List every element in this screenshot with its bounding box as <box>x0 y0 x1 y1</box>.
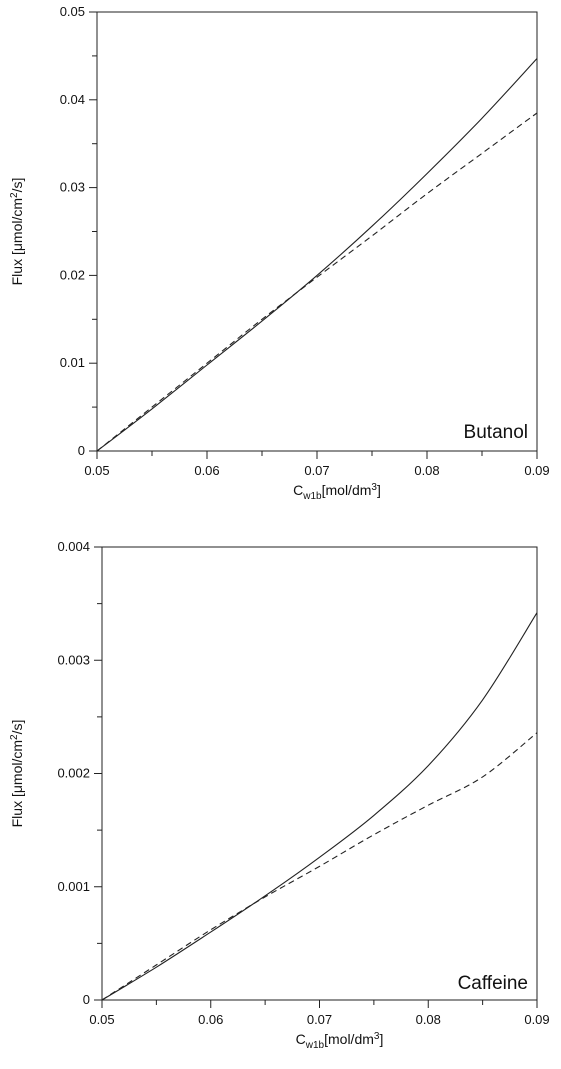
y-tick-label: 0 <box>78 443 85 458</box>
x-tick-label: 0.06 <box>194 463 219 478</box>
x-tick-label: 0.05 <box>84 463 109 478</box>
dashed-series-line <box>96 112 538 452</box>
x-tick-label: 0.08 <box>414 463 439 478</box>
x-tick-label: 0.05 <box>89 1012 114 1027</box>
y-tick-label: 0.02 <box>60 267 85 282</box>
y-tick-label: 0.002 <box>57 766 90 781</box>
plot-frame <box>101 546 538 1001</box>
y-tick-label: 0.05 <box>60 4 85 19</box>
butanol-chart-panel: 0.05 0.06 0.07 0.08 0.09 0 0.01 0.02 0.03 0.04 0.0… <box>0 0 561 530</box>
x-tick-label: 0.09 <box>524 1012 549 1027</box>
x-axis-label: Cw1b[mol/dm3] <box>293 482 381 502</box>
solid-series-line <box>96 58 538 452</box>
x-tick-label: 0.08 <box>416 1012 441 1027</box>
y-tick-label: 0.04 <box>60 92 85 107</box>
x-tick-label: 0.09 <box>524 463 549 478</box>
y-tick-label: 0.004 <box>57 539 90 554</box>
y-tick-label: 0 <box>83 992 90 1007</box>
y-axis-label: Flux [μmol/cm2/s] <box>9 720 25 828</box>
chart-annotation: Caffeine <box>458 973 528 994</box>
y-tick-label: 0.03 <box>60 180 85 195</box>
plot-frame <box>96 11 538 452</box>
y-tick-label: 0.001 <box>57 879 90 894</box>
butanol-chart: 0.05 0.06 0.07 0.08 0.09 0 0.01 0.02 0.03 0.04 0.0… <box>9 4 550 502</box>
x-tick-label: 0.06 <box>198 1012 223 1027</box>
dashed-series-line <box>101 732 538 1001</box>
y-tick-label: 0.01 <box>60 355 85 370</box>
caffeine-chart-panel: 0.05 0.06 0.07 0.08 0.09 0 0.001 0.002 0.003 0.00… <box>0 535 561 1065</box>
y-tick-label: 0.003 <box>57 652 90 667</box>
x-tick-label: 0.07 <box>304 463 329 478</box>
y-axis-label: Flux [μmol/cm2/s] <box>9 178 25 286</box>
x-tick-label: 0.07 <box>307 1012 332 1027</box>
chart-annotation: Butanol <box>464 422 528 443</box>
solid-series-line <box>101 612 538 1001</box>
x-axis-label: Cw1b[mol/dm3] <box>296 1031 384 1051</box>
caffeine-chart: 0.05 0.06 0.07 0.08 0.09 0 0.001 0.002 0.003 0.00… <box>9 539 550 1051</box>
